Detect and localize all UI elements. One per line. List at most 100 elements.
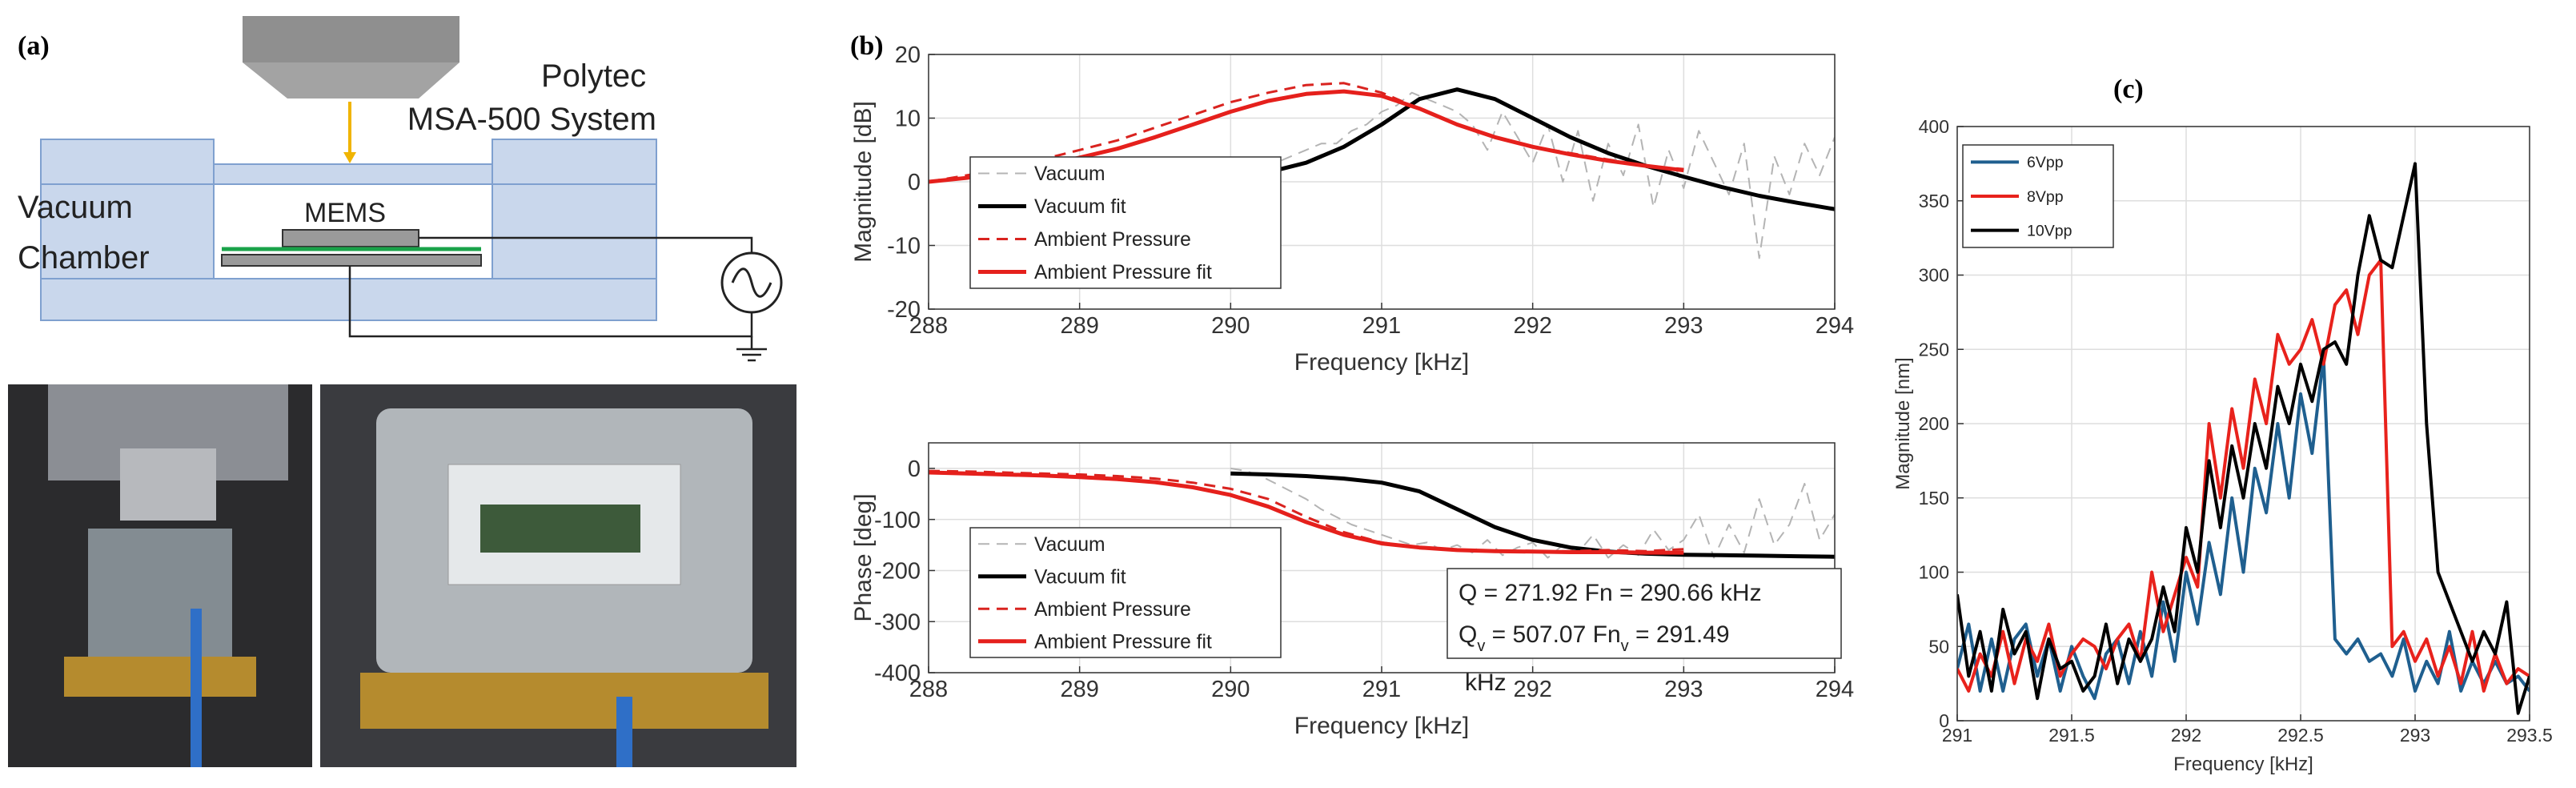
series-line bbox=[1957, 355, 2530, 701]
x-tick-label: 292 bbox=[1513, 313, 1551, 339]
series-line bbox=[1230, 471, 1835, 559]
pcb bbox=[64, 657, 256, 697]
x-tick-label: 293 bbox=[2400, 725, 2430, 746]
series-line bbox=[929, 470, 1684, 555]
legend-label: 10Vpp bbox=[2027, 223, 2072, 240]
chamber-lid bbox=[213, 163, 493, 185]
wire bbox=[419, 236, 753, 253]
y-tick-label: 300 bbox=[1919, 265, 1949, 286]
chamber-wall bbox=[40, 139, 215, 185]
legend-label: Ambient Pressure fit bbox=[1034, 262, 1212, 283]
legend-label: Vacuum bbox=[1034, 534, 1105, 556]
x-tick-label: 292.5 bbox=[2277, 725, 2324, 746]
y-tick-label: 0 bbox=[908, 170, 921, 195]
wire bbox=[348, 266, 753, 338]
x-tick-label: 288 bbox=[909, 313, 948, 339]
x-tick-label: 293.5 bbox=[2506, 725, 2553, 746]
annotation-segment: v bbox=[1621, 637, 1629, 655]
objective bbox=[243, 16, 459, 62]
series-line bbox=[1230, 87, 1835, 211]
series-line bbox=[1230, 467, 1835, 559]
x-axis-label: Frequency [kHz] bbox=[1294, 713, 1469, 739]
y-tick-label: 0 bbox=[908, 456, 921, 482]
y-tick-label: 20 bbox=[895, 42, 921, 68]
legend-box bbox=[969, 156, 1282, 289]
series-line bbox=[1957, 258, 2530, 693]
annotation-segment: Q = 271.92 Fn = 290.66 kHz bbox=[1459, 580, 1762, 606]
bottom-plate bbox=[221, 254, 482, 267]
x-tick-label: 291.5 bbox=[2048, 725, 2095, 746]
y-axis-label: Magnitude [nm] bbox=[1892, 357, 1914, 489]
annotation-text: Qv = 507.07 Fnv = 291.49 bbox=[1459, 621, 1730, 655]
legend-box bbox=[969, 527, 1282, 658]
x-axis-label: Frequency [kHz] bbox=[1294, 349, 1469, 376]
x-tick-label: 294 bbox=[1816, 313, 1854, 339]
y-tick-label: 50 bbox=[1928, 636, 1949, 657]
sine-symbol bbox=[731, 267, 772, 298]
panel-label: (b) bbox=[850, 31, 884, 61]
photo-left bbox=[8, 384, 312, 767]
y-tick-label: -200 bbox=[874, 559, 921, 585]
x-tick-label: 293 bbox=[1664, 313, 1703, 339]
mems-board bbox=[480, 505, 640, 553]
annotation-segment: Q bbox=[1459, 621, 1477, 648]
y-tick-label: -10 bbox=[887, 234, 921, 259]
legend-label: 6Vpp bbox=[2027, 154, 2064, 171]
photo-right bbox=[320, 384, 796, 767]
x-tick-label: 290 bbox=[1211, 677, 1250, 702]
x-tick-label: 291 bbox=[1942, 725, 1972, 746]
y-tick-label: -300 bbox=[874, 609, 921, 635]
chamber-label: Vacuum bbox=[18, 190, 133, 225]
x-tick-label: 291 bbox=[1362, 313, 1401, 339]
chamber bbox=[88, 529, 232, 665]
chamber-side bbox=[492, 183, 657, 279]
annotation-segment: = 507.07 Fn bbox=[1485, 621, 1620, 648]
y-axis-label: Magnitude [dB] bbox=[850, 101, 877, 263]
chamber-wall bbox=[492, 139, 657, 185]
x-tick-label: 293 bbox=[1664, 677, 1703, 702]
panel-label: (a) bbox=[18, 31, 50, 61]
y-tick-label: -400 bbox=[874, 661, 921, 686]
y-tick-label: 150 bbox=[1919, 488, 1949, 509]
annotation-box bbox=[1446, 568, 1842, 659]
cable bbox=[191, 609, 202, 767]
objective bbox=[120, 448, 216, 521]
y-tick-label: 200 bbox=[1919, 413, 1949, 434]
legend-label: Ambient Pressure bbox=[1034, 599, 1191, 621]
x-tick-label: 291 bbox=[1362, 677, 1401, 702]
axes-box bbox=[928, 54, 1836, 310]
system-label: Polytec bbox=[541, 58, 646, 94]
legend-label: Vacuum bbox=[1034, 163, 1105, 185]
x-tick-label: 289 bbox=[1060, 313, 1098, 339]
y-tick-label: -100 bbox=[874, 508, 921, 533]
axes-box bbox=[928, 442, 1836, 673]
y-tick-label: -20 bbox=[887, 297, 921, 323]
setup-diagram: Polytec MSA-500 System Vacuum Chamber ME… bbox=[18, 16, 783, 362]
legend-label: 8Vpp bbox=[2027, 188, 2064, 206]
chamber-label: Chamber bbox=[18, 240, 150, 275]
y-tick-label: 100 bbox=[1919, 562, 1949, 583]
x-tick-label: 292 bbox=[2171, 725, 2201, 746]
legend-label: Ambient Pressure fit bbox=[1034, 631, 1212, 653]
x-tick-label: 288 bbox=[909, 677, 948, 702]
y-tick-label: 250 bbox=[1919, 339, 1949, 360]
laser-arrow bbox=[343, 152, 356, 163]
x-tick-label: 289 bbox=[1060, 677, 1098, 702]
chamber-base bbox=[40, 278, 657, 321]
annotation-segment: = 291.49 bbox=[1629, 621, 1730, 648]
series-line bbox=[1957, 162, 2530, 715]
panel-label: (c) bbox=[2113, 74, 2144, 104]
legend-label: Vacuum fit bbox=[1034, 566, 1126, 588]
mems-label: MEMS bbox=[304, 198, 386, 228]
objective-tip bbox=[243, 62, 459, 98]
x-axis-label: Frequency [kHz] bbox=[2173, 754, 2313, 775]
legend-label: Ambient Pressure bbox=[1034, 229, 1191, 251]
series-line bbox=[1230, 91, 1835, 259]
y-tick-label: 10 bbox=[895, 107, 921, 132]
system-label: MSA-500 System bbox=[407, 102, 656, 137]
annotation-text: kHz bbox=[1465, 669, 1507, 696]
axes-box bbox=[1956, 126, 2530, 722]
y-tick-label: 0 bbox=[1939, 710, 1949, 731]
y-tick-label: 400 bbox=[1919, 116, 1949, 137]
